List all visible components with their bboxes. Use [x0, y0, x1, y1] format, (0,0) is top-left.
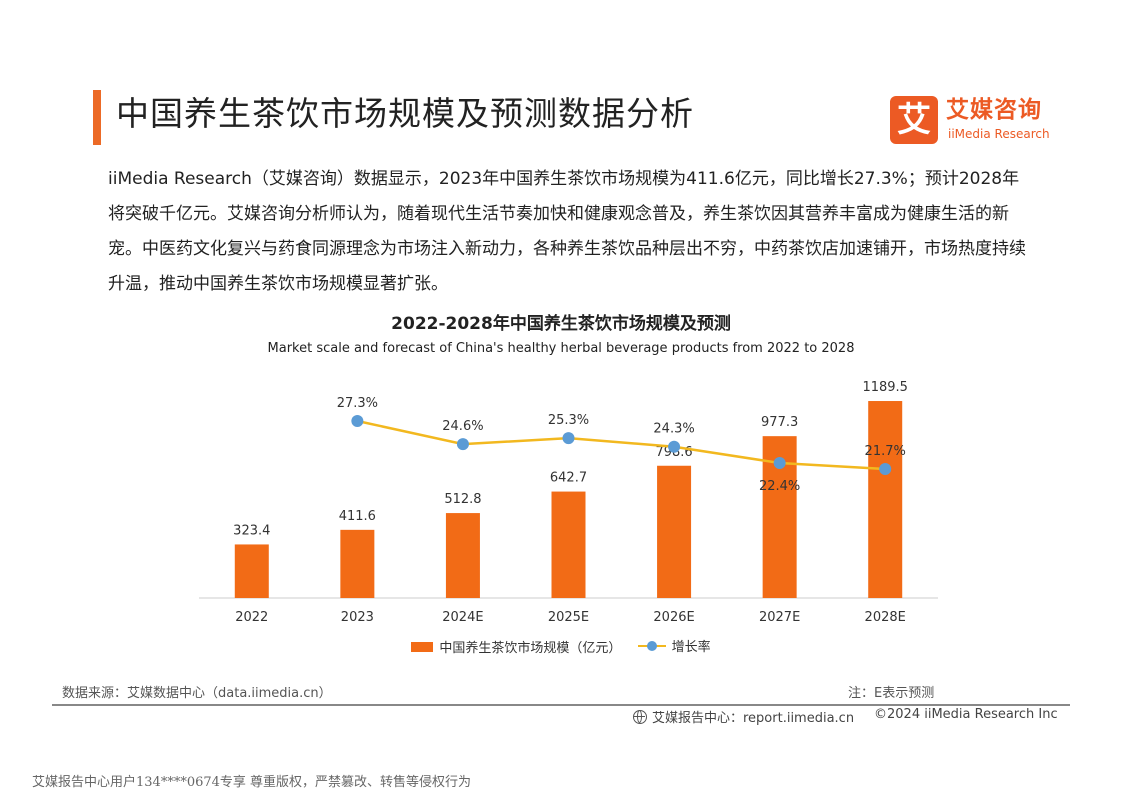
- bar-2026E: [657, 465, 692, 598]
- chart-legend: 中国养生茶饮市场规模（亿元） 增长率: [0, 636, 1122, 656]
- summary-paragraph: iiMedia Research（艾媒咨询）数据显示，2023年中国养生茶饮市场…: [108, 169, 1026, 294]
- x-tick-2026E: 2026E: [653, 610, 694, 625]
- footer-site-text: 艾媒报告中心：report.iimedia.cn: [652, 711, 855, 726]
- x-tick-2028E: 2028E: [865, 610, 906, 625]
- legend-item-market-scale: 中国养生茶饮市场规模（亿元）: [411, 637, 621, 656]
- page-title: 中国养生茶饮市场规模及预测数据分析: [116, 94, 694, 133]
- user-watermark: 艾媒报告中心用户134****0674专享 尊重版权，严禁篡改、转售等侵权行为: [32, 775, 472, 790]
- legend-bar-swatch-icon: [411, 641, 434, 652]
- growth-point-2028E: [879, 463, 892, 475]
- x-tick-2023: 2023: [341, 610, 374, 625]
- x-tick-2025E: 2025E: [548, 610, 589, 625]
- bar-label-2028E: 1189.5: [862, 380, 908, 395]
- growth-label-2023: 27.3%: [337, 396, 378, 411]
- growth-label-2027E: 22.4%: [759, 479, 800, 494]
- growth-label-2025E: 25.3%: [548, 413, 589, 428]
- logo-en-text: iiMedia Research: [948, 127, 1050, 141]
- bar-2023: [340, 529, 375, 598]
- bar-2022: [234, 544, 269, 598]
- market-scale-chart: 323.42022411.62023512.82024E642.72025E79…: [199, 380, 938, 625]
- bar-label-2025E: 642.7: [550, 471, 587, 486]
- growth-label-2028E: 21.7%: [865, 444, 906, 459]
- legend-label-market-scale: 中国养生茶饮市场规模（亿元）: [439, 641, 622, 656]
- growth-point-2027E: [773, 457, 786, 469]
- title-accent-bar: [93, 90, 101, 145]
- iimedia-logo: 艾 艾媒咨询 iiMedia Research: [890, 96, 1060, 146]
- data-source: 数据来源：艾媒数据中心（data.iimedia.cn）: [62, 686, 332, 701]
- growth-point-2026E: [668, 440, 681, 453]
- footer-site: 艾媒报告中心：report.iimedia.cn: [633, 707, 854, 726]
- growth-point-2024E: [456, 438, 469, 451]
- bar-label-2027E: 977.3: [761, 415, 798, 430]
- legend-label-growth-rate: 增长率: [671, 640, 711, 655]
- x-tick-2024E: 2024E: [442, 610, 483, 625]
- growth-rate-line: [357, 419, 886, 471]
- logo-mark-icon: 艾: [890, 96, 938, 144]
- forecast-note: 注：E表示预测: [848, 686, 935, 701]
- bar-label-2024E: 512.8: [444, 492, 481, 507]
- x-tick-2027E: 2027E: [759, 610, 800, 625]
- bar-2024E: [445, 513, 480, 598]
- growth-point-2023: [351, 415, 364, 427]
- bar-label-2023: 411.6: [339, 509, 376, 524]
- growth-label-2024E: 24.6%: [442, 419, 483, 434]
- logo-cn-text: 艾媒咨询: [946, 97, 1042, 123]
- bar-2028E: [868, 401, 903, 598]
- globe-icon: [633, 709, 647, 724]
- legend-line-marker-icon: [637, 640, 666, 652]
- footer-copyright: ©2024 iiMedia Research Inc: [874, 707, 1058, 722]
- chart-subtitle: Market scale and forecast of China's hea…: [267, 341, 855, 356]
- bar-label-2022: 323.4: [233, 523, 270, 538]
- growth-point-2025E: [562, 432, 575, 445]
- chart-title: 2022-2028年中国养生茶饮市场规模及预测: [391, 314, 731, 334]
- bar-2025E: [551, 491, 586, 598]
- x-tick-2022: 2022: [235, 610, 268, 625]
- footer-divider: [52, 704, 1070, 706]
- growth-label-2026E: 24.3%: [653, 422, 694, 437]
- legend-item-growth-rate: 增长率: [637, 636, 711, 655]
